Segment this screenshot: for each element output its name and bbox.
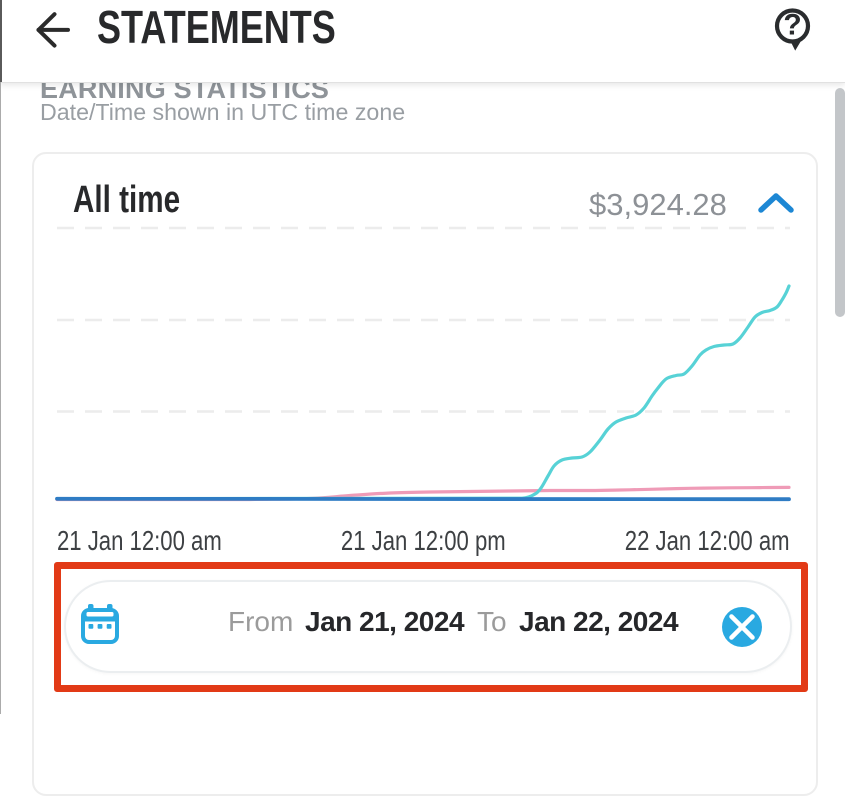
svg-text:?: ? xyxy=(783,9,801,42)
